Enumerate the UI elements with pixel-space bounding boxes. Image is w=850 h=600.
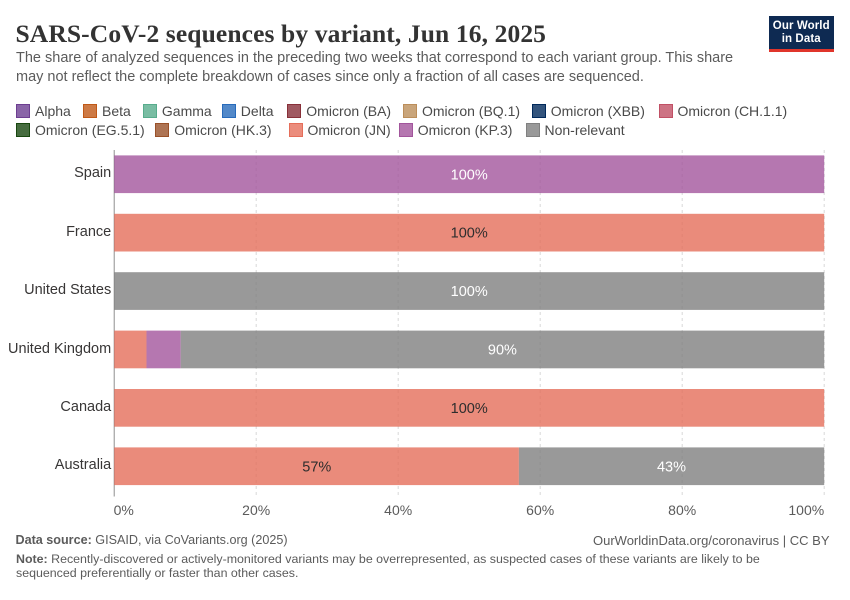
svg-text:100%: 100% <box>788 502 824 518</box>
svg-text:60%: 60% <box>526 502 554 518</box>
svg-text:40%: 40% <box>384 502 412 518</box>
svg-text:57%: 57% <box>302 459 331 475</box>
svg-text:20%: 20% <box>242 502 270 518</box>
svg-text:0%: 0% <box>114 502 134 518</box>
svg-text:100%: 100% <box>451 167 488 183</box>
svg-text:100%: 100% <box>451 226 488 242</box>
svg-text:90%: 90% <box>488 343 517 359</box>
svg-text:100%: 100% <box>451 401 488 417</box>
svg-text:43%: 43% <box>657 459 686 475</box>
svg-text:80%: 80% <box>668 502 696 518</box>
svg-text:100%: 100% <box>451 284 488 300</box>
